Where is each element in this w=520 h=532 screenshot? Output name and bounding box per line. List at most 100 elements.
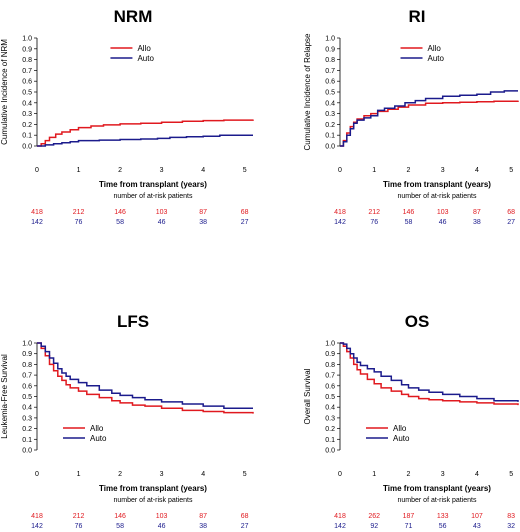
at-risk-title: number of at-risk patients [398,193,477,200]
x-tick-label: 0 [35,167,39,174]
y-tick-label: 0.1 [325,437,335,444]
at-risk-value: 92 [370,523,378,530]
y-tick-label: 1.0 [325,341,335,348]
y-tick-label: 0.5 [325,90,335,97]
x-axis-label: Time from transplant (years) [99,484,207,493]
x-tick-label: 0 [338,167,342,174]
at-risk-value: 187 [403,513,415,520]
series-line-auto [340,90,518,147]
at-risk-value: 27 [241,523,249,530]
x-tick-label: 3 [441,167,445,174]
x-axis-label: Time from transplant (years) [383,484,491,493]
x-tick-label: 5 [509,471,513,478]
at-risk-value: 58 [116,523,124,530]
x-tick-label: 1 [77,471,81,478]
x-tick-label: 2 [118,471,122,478]
legend-label-auto: Auto [428,54,445,63]
at-risk-value: 418 [334,209,346,216]
legend-label-allo: Allo [90,424,104,433]
y-tick-label: 0.3 [22,111,32,118]
y-tick-label: 0.0 [22,448,32,455]
at-risk-value: 146 [114,513,126,520]
chart-title: OS [405,312,430,331]
at-risk-value: 212 [73,209,85,216]
at-risk-value: 418 [31,209,43,216]
series-line-allo [37,342,254,414]
at-risk-value: 212 [73,513,85,520]
x-tick-label: 0 [35,471,39,478]
y-axis-label: Cumulative Incidence of NRM [0,39,9,145]
y-tick-label: 0.6 [22,79,32,86]
y-tick-label: 0.5 [325,394,335,401]
at-risk-value: 43 [473,523,481,530]
x-tick-label: 3 [160,167,164,174]
y-axis-label: Cumulative Incidence of Relapse [303,33,312,151]
chart-title: RI [409,7,426,26]
y-tick-label: 0.0 [325,448,335,455]
at-risk-value: 262 [368,513,380,520]
x-axis-label: Time from transplant (years) [383,180,491,189]
series-line-auto [37,134,253,147]
y-tick-label: 0.3 [22,415,32,422]
at-risk-value: 68 [241,513,249,520]
x-tick-label: 4 [201,167,205,174]
at-risk-value: 103 [156,209,168,216]
x-tick-label: 0 [338,471,342,478]
series-line-allo [37,119,254,147]
at-risk-title: number of at-risk patients [114,193,193,200]
y-tick-label: 0.9 [325,46,335,53]
y-tick-label: 0.0 [325,144,335,151]
y-tick-label: 0.9 [22,46,32,53]
series-line-auto [37,342,253,410]
at-risk-value: 46 [158,219,166,226]
chart-panel-nrm: NRM 0.0 0.1 0.2 0.3 0.4 0.5 0.6 0.7 0.8 0.9 1.0 Cumu… [0,7,254,226]
y-tick-label: 0.4 [325,405,335,412]
at-risk-value: 142 [31,523,43,530]
y-tick-label: 0.6 [325,383,335,390]
y-tick-label: 1.0 [22,341,32,348]
at-risk-value: 32 [507,523,515,530]
legend-label-auto: Auto [393,434,410,443]
y-tick-label: 0.0 [22,144,32,151]
y-tick-label: 0.8 [22,362,32,369]
x-tick-label: 1 [372,167,376,174]
at-risk-value: 83 [507,513,515,520]
at-risk-value: 76 [75,523,83,530]
x-tick-label: 3 [160,471,164,478]
chart-panel-ri: RI 0.0 0.1 0.2 0.3 0.4 0.5 0.6 0.7 0.8 0.9 1.0 Cumul… [303,7,519,226]
at-risk-value: 58 [116,219,124,226]
at-risk-value: 87 [199,513,207,520]
at-risk-value: 133 [437,513,449,520]
x-tick-label: 1 [77,167,81,174]
y-tick-label: 0.8 [325,362,335,369]
series-line-auto [340,342,519,402]
at-risk-value: 71 [405,523,413,530]
at-risk-value: 146 [114,209,126,216]
at-risk-value: 58 [405,219,413,226]
y-tick-label: 0.1 [325,133,335,140]
y-tick-label: 0.2 [22,426,32,433]
x-tick-label: 5 [243,167,247,174]
y-tick-label: 0.1 [22,437,32,444]
at-risk-value: 212 [368,209,380,216]
y-tick-label: 0.4 [22,405,32,412]
y-tick-label: 0.2 [325,122,335,129]
y-tick-label: 0.7 [22,373,32,380]
at-risk-value: 418 [31,513,43,520]
y-tick-label: 0.7 [325,68,335,75]
y-tick-label: 0.2 [325,426,335,433]
at-risk-value: 142 [31,219,43,226]
y-tick-label: 0.6 [22,383,32,390]
y-tick-label: 0.4 [325,100,335,107]
at-risk-title: number of at-risk patients [114,497,193,504]
x-tick-label: 4 [201,471,205,478]
y-tick-label: 0.5 [22,90,32,97]
chart-panel-os: OS 0.0 0.1 0.2 0.3 0.4 0.5 0.6 0.7 0.8 0.9 1.0 Overa… [303,312,519,530]
x-tick-label: 4 [475,167,479,174]
at-risk-value: 68 [241,209,249,216]
at-risk-value: 142 [334,523,346,530]
at-risk-value: 107 [471,513,483,520]
at-risk-value: 68 [507,209,515,216]
y-tick-label: 1.0 [325,36,335,43]
y-tick-label: 0.6 [325,79,335,86]
